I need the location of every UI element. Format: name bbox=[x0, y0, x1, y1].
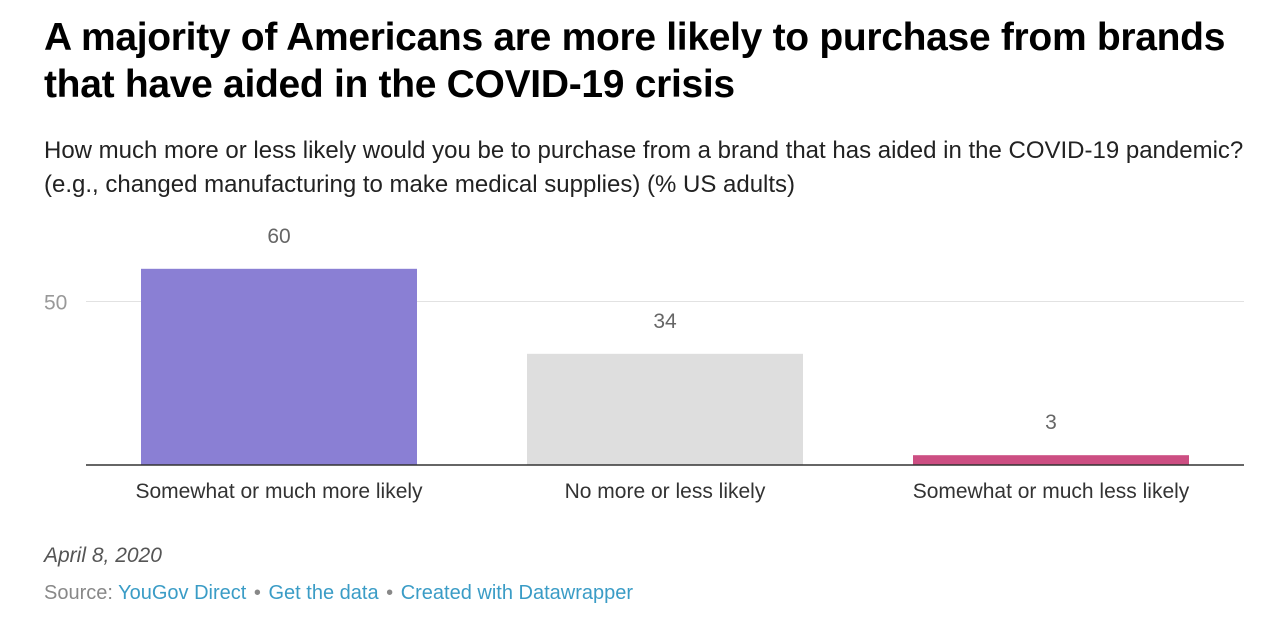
category-label: Somewhat or much less likely bbox=[913, 480, 1190, 503]
value-label: 60 bbox=[267, 225, 290, 248]
chart-subtitle: How much more or less likely would you b… bbox=[44, 137, 1244, 198]
value-label: 34 bbox=[653, 310, 677, 333]
y-tick-label: 50 bbox=[44, 292, 67, 315]
source-link[interactable]: YouGov Direct bbox=[118, 582, 247, 604]
category-label: No more or less likely bbox=[565, 480, 766, 503]
category-label: Somewhat or much more likely bbox=[135, 480, 423, 503]
separator-dot: • bbox=[253, 582, 261, 604]
bar bbox=[913, 455, 1189, 465]
chart-title: A majority of Americans are more likely … bbox=[44, 16, 1226, 106]
source-label: Source: bbox=[44, 582, 119, 604]
separator-dot: • bbox=[386, 582, 394, 604]
bar bbox=[527, 353, 803, 465]
chart-date: April 8, 2020 bbox=[44, 544, 162, 567]
datawrapper-link[interactable]: Created with Datawrapper bbox=[400, 582, 634, 604]
get-the-data-link[interactable]: Get the data bbox=[268, 582, 379, 604]
bar bbox=[141, 268, 417, 465]
value-label: 3 bbox=[1045, 411, 1057, 434]
source-line: Source: YouGov Direct • Get the data • C… bbox=[44, 582, 633, 605]
